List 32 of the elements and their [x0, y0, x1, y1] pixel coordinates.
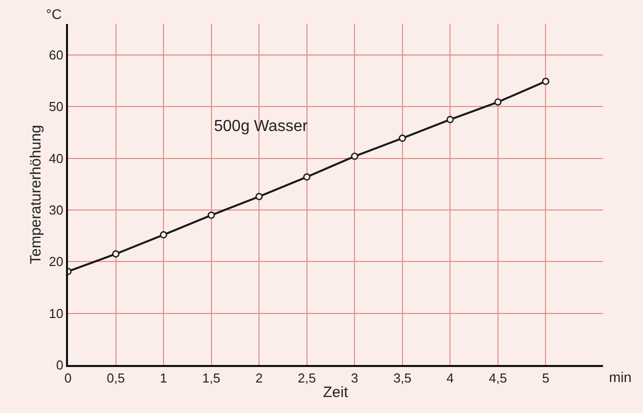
x-tick-label: 2 — [255, 370, 263, 386]
y-tick-label: 50 — [48, 99, 64, 114]
x-tick-label: 3,5 — [393, 370, 412, 386]
point — [494, 98, 502, 106]
x-tick-label: 1,5 — [202, 370, 220, 386]
x-tick-label: 3 — [350, 370, 358, 386]
y-tick-label: 20 — [48, 254, 64, 270]
annotation: 500g Wasser — [214, 118, 308, 135]
text: min — [609, 369, 632, 385]
x-tick-label: 5 — [542, 370, 550, 386]
y-axis-title: Temperaturerhöhung — [28, 124, 45, 264]
y-tick-label: 10 — [48, 306, 64, 321]
point — [398, 134, 406, 142]
x-axis-title: Zeit — [322, 384, 349, 402]
x-tick-label: 4,5 — [488, 370, 507, 386]
x-tick-label: 1 — [160, 370, 168, 386]
y-tick-label: 0 — [56, 358, 64, 373]
x-tick-label: 0,5 — [106, 370, 125, 386]
point — [303, 173, 310, 181]
y-tick-label: 60 — [48, 48, 64, 63]
point — [350, 152, 358, 160]
point — [160, 231, 168, 238]
point — [208, 212, 215, 219]
x-tick-label: 2,5 — [298, 370, 316, 386]
x-tick-label: 4 — [446, 370, 454, 386]
text: °C — [46, 6, 62, 22]
point — [112, 250, 120, 258]
point — [542, 78, 550, 85]
y-tick-label: 40 — [48, 150, 64, 166]
point — [446, 116, 454, 124]
y-tick-label: 30 — [48, 202, 64, 218]
point — [255, 192, 263, 200]
